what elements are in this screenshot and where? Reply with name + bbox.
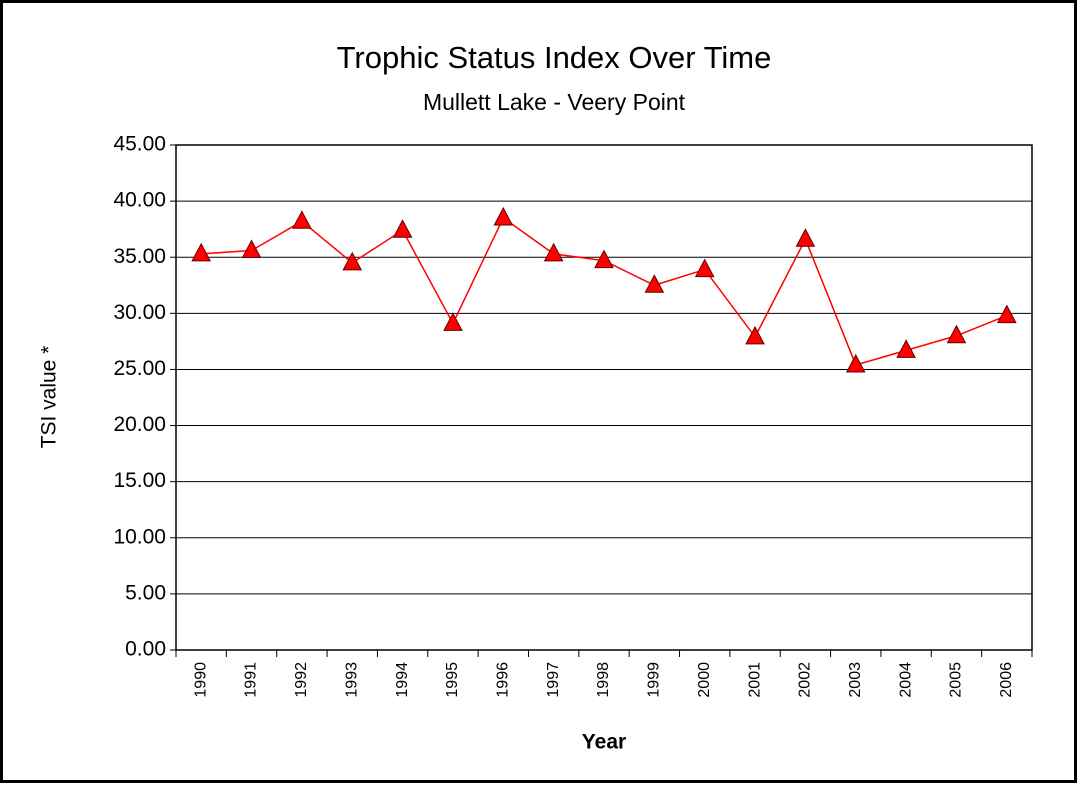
y-tick-label: 25.00 xyxy=(113,357,166,380)
marker xyxy=(543,242,564,262)
y-tick-label: 30.00 xyxy=(113,301,166,324)
x-tick-label: 1994 xyxy=(394,662,411,698)
y-tick-label: 15.00 xyxy=(113,469,166,492)
y-tick-label: 5.00 xyxy=(125,581,166,604)
marker xyxy=(342,251,363,271)
y-tick-label: 35.00 xyxy=(113,245,166,268)
marker xyxy=(594,249,614,269)
x-tick-label: 2002 xyxy=(797,662,814,698)
x-tick-label: 1990 xyxy=(192,662,209,698)
marker xyxy=(292,210,312,229)
x-tick-label: 2006 xyxy=(998,662,1015,698)
x-tick-label: 2005 xyxy=(948,662,965,698)
x-tick-label: 1996 xyxy=(495,662,512,698)
marker xyxy=(745,325,765,345)
x-tick-label: 2004 xyxy=(897,662,914,698)
plot-area xyxy=(175,144,1033,651)
x-axis-label: Year xyxy=(582,731,626,754)
y-tick-label: 20.00 xyxy=(113,413,166,436)
marker xyxy=(241,239,262,258)
marker xyxy=(644,274,665,293)
chart-subtitle: Mullett Lake - Veery Point xyxy=(423,89,686,115)
marker xyxy=(493,206,514,226)
x-tick-label: 1991 xyxy=(243,662,260,698)
x-tick-label: 2003 xyxy=(847,662,864,698)
x-tick-label: 1999 xyxy=(646,662,663,698)
x-tick-label: 1992 xyxy=(293,662,310,698)
y-tick-label: 45.00 xyxy=(113,133,166,156)
chart-title: Trophic Status Index Over Time xyxy=(337,40,772,75)
x-tick-label: 1995 xyxy=(444,662,461,698)
marker xyxy=(946,324,967,344)
x-tick-label: 1997 xyxy=(545,662,562,698)
x-tick-label: 1998 xyxy=(595,662,612,698)
marker xyxy=(795,228,816,247)
marker xyxy=(694,258,715,278)
x-tick-label: 2000 xyxy=(696,662,713,698)
y-tick-label: 40.00 xyxy=(113,189,166,212)
x-tick-label: 2001 xyxy=(746,662,763,698)
marker xyxy=(443,312,463,331)
marker xyxy=(392,219,413,238)
y-tick-label: 0.00 xyxy=(125,638,166,661)
marker xyxy=(191,242,212,262)
marker xyxy=(896,339,916,358)
marker xyxy=(996,304,1017,324)
y-axis-label: TSI value * xyxy=(38,346,61,449)
marker xyxy=(845,353,866,373)
y-tick-label: 10.00 xyxy=(113,525,166,548)
x-tick-label: 1993 xyxy=(343,662,360,698)
